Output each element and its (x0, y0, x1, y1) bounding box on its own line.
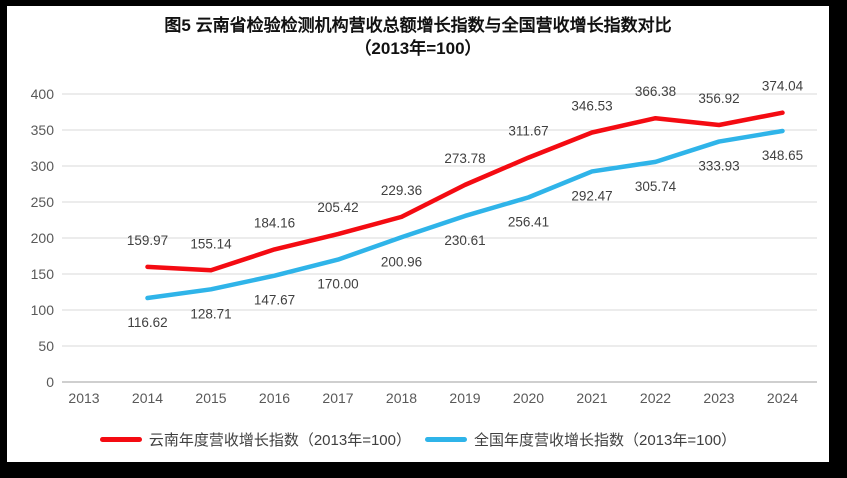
point-label: 205.42 (317, 200, 358, 215)
x-tick-label: 2017 (322, 390, 353, 406)
chart-title-line1: 图5 云南省检验检测机构营收总额增长指数与全国营收增长指数对比 (164, 16, 672, 35)
chart-title-line2: （2013年=100） (354, 39, 482, 58)
x-tick-label: 2015 (195, 390, 226, 406)
point-label: 366.38 (635, 84, 676, 99)
point-label: 305.74 (635, 179, 677, 194)
point-label: 116.62 (127, 315, 167, 330)
line-chart-plot: 0 50 100 150 200 250 300 350 400 2013 2014 2015 2016… (31, 79, 817, 406)
x-tick-label: 2013 (68, 390, 99, 406)
point-label: 170.00 (317, 277, 358, 292)
point-label: 273.78 (444, 151, 485, 166)
point-label: 229.36 (381, 183, 422, 198)
point-label: 346.53 (571, 98, 612, 113)
y-tick-label: 400 (31, 86, 55, 102)
y-tick-label: 100 (31, 302, 55, 318)
y-tick-label: 150 (31, 266, 55, 282)
x-tick-label: 2019 (449, 390, 480, 406)
y-tick-label: 200 (31, 230, 55, 246)
point-label: 348.65 (762, 148, 803, 163)
point-label: 128.71 (190, 306, 231, 321)
point-label: 292.47 (571, 188, 612, 203)
point-label: 311.67 (508, 124, 548, 139)
x-tick-label: 2018 (386, 390, 417, 406)
chart-legend: 云南年度营收增长指数（2013年=100） 全国年度营收增长指数（2013年=1… (7, 429, 829, 450)
x-tick-label: 2020 (513, 390, 544, 406)
x-tick-label: 2014 (132, 390, 163, 406)
y-tick-label: 0 (46, 374, 54, 390)
legend-item-yunnan: 云南年度营收增长指数（2013年=100） (99, 429, 411, 450)
point-label: 356.92 (698, 91, 739, 106)
point-label: 256.41 (508, 214, 549, 229)
point-label: 200.96 (381, 254, 422, 269)
point-label: 155.14 (190, 236, 232, 251)
series-line-1 (145, 128, 785, 301)
x-tick-label: 2024 (767, 390, 798, 406)
point-label: 374.04 (762, 79, 804, 94)
chart-area: 图5 云南省检验检测机构营收总额增长指数与全国营收增长指数对比 （2013年=1… (7, 6, 829, 462)
x-tick-label: 2021 (576, 390, 607, 406)
series-line-0 (145, 110, 785, 273)
chart-title: 图5 云南省检验检测机构营收总额增长指数与全国营收增长指数对比 （2013年=1… (7, 14, 829, 60)
point-label: 333.93 (698, 159, 739, 174)
x-tick-label: 2022 (640, 390, 671, 406)
point-label: 147.67 (254, 293, 295, 308)
y-tick-label: 350 (31, 122, 55, 138)
legend-item-national: 全国年度营收增长指数（2013年=100） (425, 429, 736, 450)
legend-swatch-yunnan (99, 437, 142, 442)
point-label: 230.61 (444, 233, 485, 248)
legend-swatch-national (425, 437, 467, 442)
legend-label-yunnan: 云南年度营收增长指数（2013年=100） (148, 432, 411, 449)
y-tick-label: 50 (38, 338, 54, 354)
point-label: 184.16 (254, 215, 295, 230)
legend-label-national: 全国年度营收增长指数（2013年=100） (474, 432, 737, 449)
y-tick-label: 300 (31, 158, 55, 174)
y-tick-label: 250 (31, 194, 55, 210)
x-tick-label: 2023 (703, 390, 734, 406)
x-tick-label: 2016 (259, 390, 290, 406)
point-label: 159.97 (127, 233, 168, 248)
